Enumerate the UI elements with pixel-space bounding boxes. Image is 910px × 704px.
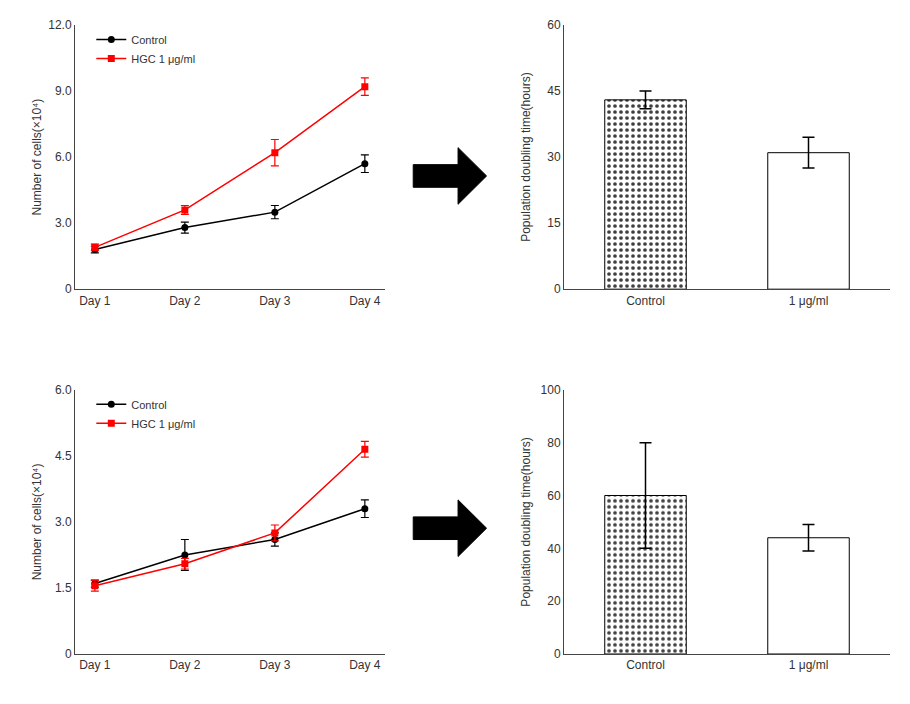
svg-text:Number of cells(×10⁴): Number of cells(×10⁴) [30,99,44,216]
svg-text:80: 80 [547,436,561,450]
svg-text:12.0: 12.0 [48,18,72,32]
svg-text:60: 60 [547,18,561,32]
svg-text:3.0: 3.0 [55,515,72,529]
svg-text:15: 15 [547,216,561,230]
svg-text:40: 40 [547,542,561,556]
svg-text:Number of cells(×10⁴): Number of cells(×10⁴) [30,463,44,580]
svg-text:Day 1: Day 1 [79,294,111,308]
svg-text:Control: Control [626,658,665,672]
svg-text:Population doubling time(hours: Population doubling time(hours) [519,72,533,241]
svg-text:3.0: 3.0 [55,216,72,230]
svg-text:9.0: 9.0 [55,84,72,98]
svg-text:Control: Control [131,399,166,411]
svg-text:0: 0 [65,647,72,661]
svg-text:Day 4: Day 4 [349,294,381,308]
svg-text:6.0: 6.0 [55,150,72,164]
svg-text:1 μg/ml: 1 μg/ml [789,658,829,672]
svg-text:100: 100 [541,383,561,397]
svg-text:0: 0 [554,282,561,296]
svg-text:HGC 1 μg/ml: HGC 1 μg/ml [131,53,195,65]
svg-text:60: 60 [547,489,561,503]
svg-text:1.5: 1.5 [55,581,72,595]
svg-text:HGC 1 μg/ml: HGC 1 μg/ml [131,418,195,430]
svg-text:Control: Control [131,34,166,46]
svg-text:Day 3: Day 3 [259,658,291,672]
svg-text:20: 20 [547,594,561,608]
svg-text:Day 1: Day 1 [79,658,111,672]
svg-text:30: 30 [547,150,561,164]
svg-text:1 μg/ml: 1 μg/ml [789,294,829,308]
svg-text:Day 2: Day 2 [169,658,201,672]
svg-text:0: 0 [554,647,561,661]
svg-text:Day 3: Day 3 [259,294,291,308]
svg-text:Day 2: Day 2 [169,294,201,308]
svg-text:45: 45 [547,84,561,98]
svg-text:6.0: 6.0 [55,383,72,397]
svg-text:0: 0 [65,282,72,296]
svg-text:4.5: 4.5 [55,449,72,463]
svg-text:Day 4: Day 4 [349,658,381,672]
svg-text:Control: Control [626,294,665,308]
svg-text:Population doubling time(hours: Population doubling time(hours) [519,437,533,606]
